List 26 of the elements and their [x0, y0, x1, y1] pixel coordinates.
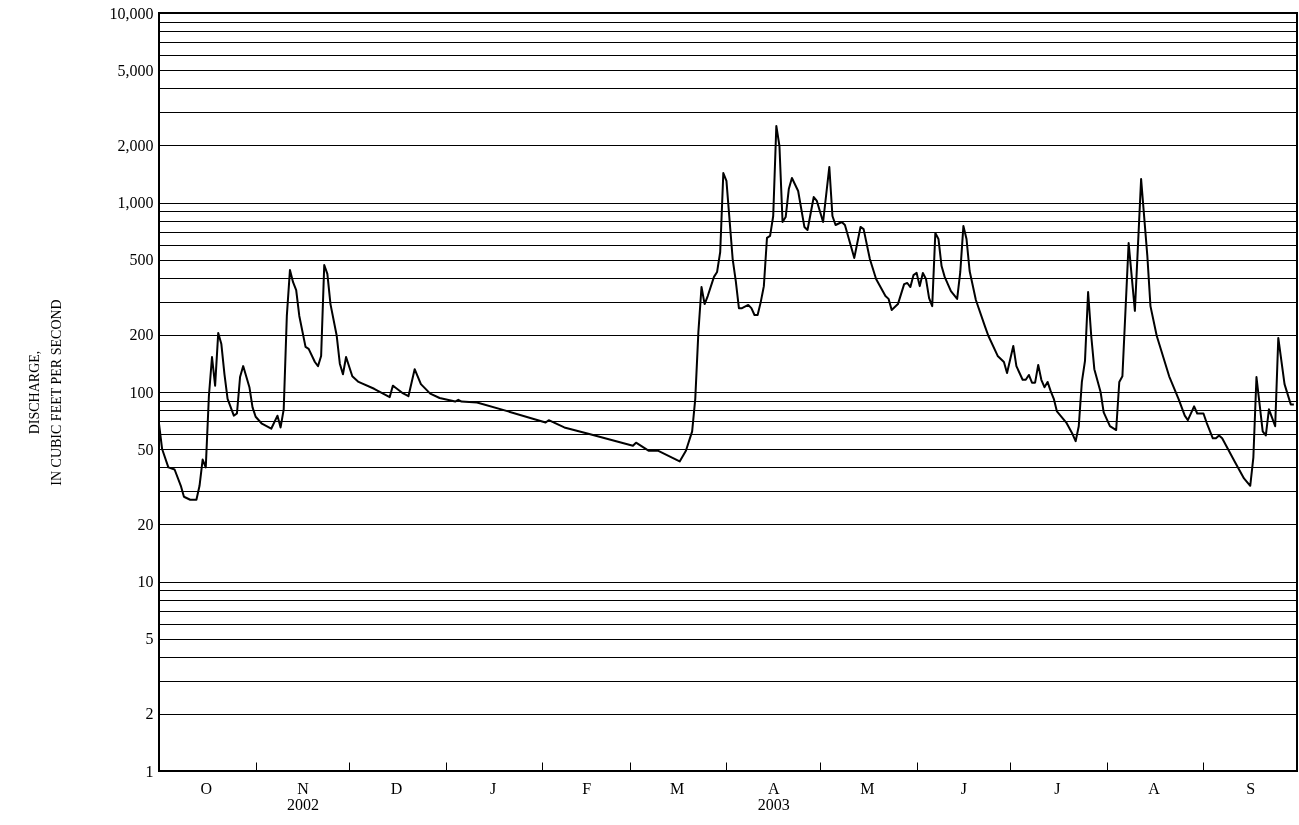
- x-tick-label: D: [390, 779, 403, 797]
- y-axis-title: DISCHARGE, IN CUBIC FEET PER SECOND: [26, 299, 64, 486]
- y-tick-label: 100: [129, 383, 154, 401]
- y-tick-label: 5,000: [117, 61, 154, 79]
- y-tick-label: 1: [145, 762, 154, 780]
- y-tick-label: 2,000: [117, 136, 154, 154]
- x-tick-label: J: [489, 779, 497, 797]
- y-tick-label: 5: [145, 630, 154, 648]
- x-tick-label: J: [960, 779, 968, 797]
- x-tick-label: F: [582, 779, 592, 797]
- x-tick-label: O: [200, 779, 213, 797]
- y-tick-label: 10: [137, 573, 154, 590]
- y-tick-label: 50: [137, 440, 154, 458]
- y-tick-label: 200: [129, 326, 154, 344]
- y-tick-label: 500: [129, 251, 154, 269]
- x-tick-label: S: [1246, 779, 1256, 797]
- y-tick-label: 1,000: [117, 194, 154, 211]
- y-tick-label: 10,000: [109, 4, 154, 22]
- x-tick-label: J: [1054, 779, 1061, 797]
- x-tick-label: M: [669, 779, 685, 797]
- x-tick-label: M: [860, 779, 875, 797]
- y-tick-label: 20: [137, 515, 154, 533]
- x-tick-label: N 2002: [286, 779, 319, 813]
- y-tick-label: 2: [145, 705, 154, 723]
- x-tick-label: A: [1148, 779, 1161, 797]
- x-tick-label: A 2003: [757, 779, 790, 813]
